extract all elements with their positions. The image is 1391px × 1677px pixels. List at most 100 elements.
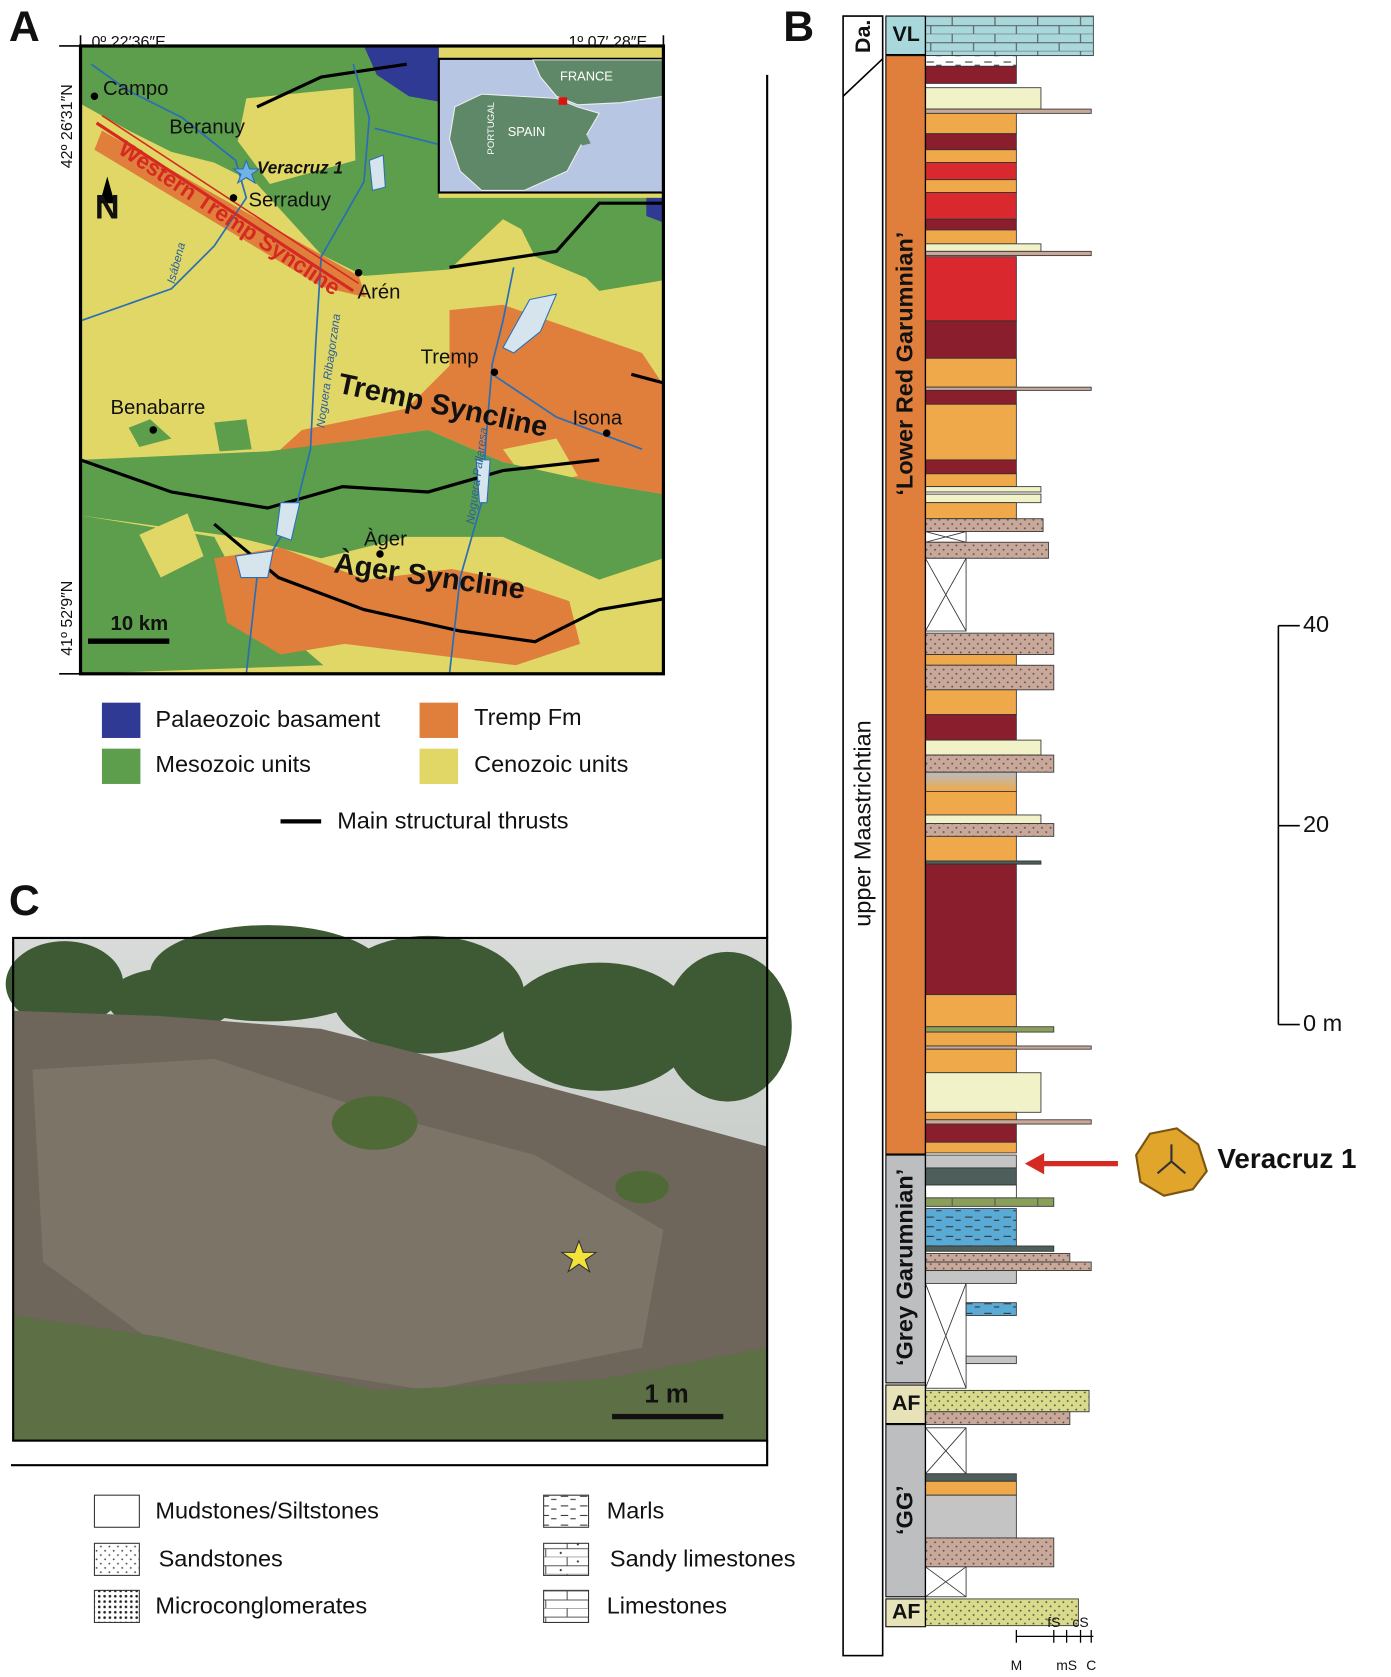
shape (420, 749, 459, 784)
layer (925, 1073, 1041, 1113)
layer (925, 1185, 1016, 1198)
layer (925, 163, 1016, 180)
layer (925, 503, 1016, 519)
scale-label: 0 m (1303, 1010, 1342, 1036)
layer (925, 113, 1016, 133)
shape (230, 194, 237, 201)
shape (1278, 626, 1299, 1025)
layer (925, 230, 1016, 244)
figure: A B C FRANCE (0, 0, 1391, 1677)
layer (925, 244, 1041, 251)
shape (559, 97, 568, 104)
layer (925, 460, 1016, 474)
scale-label: 20 (1303, 811, 1329, 837)
layer (925, 134, 1016, 150)
layer (925, 494, 1041, 503)
age-label: upper Maastrichtian (850, 720, 876, 927)
layer (925, 714, 1016, 740)
layer (925, 1049, 1016, 1073)
stratigraphic-column: Da. upper Maastrichtian VL ‘Lower Red Ga… (843, 16, 1356, 1673)
shape (420, 703, 459, 738)
layer (925, 1032, 1016, 1046)
scale-label: 10 km (111, 613, 169, 635)
map-legend: Palaeozoic basament Tremp Fm Mesozoic un… (102, 703, 628, 834)
shape (886, 56, 926, 1154)
legend-label: Sandy limestones (610, 1546, 796, 1572)
shape (355, 269, 362, 276)
unit-label: VL (893, 22, 920, 46)
panel-label: C (9, 877, 40, 925)
shape (94, 1495, 139, 1527)
place-label: Tremp (421, 347, 479, 369)
layer (925, 665, 1053, 690)
shape (94, 1590, 139, 1622)
lithology-column (925, 16, 1093, 1626)
layer (925, 1495, 1016, 1538)
layer (925, 1481, 1016, 1495)
grain-label: cS (1072, 1614, 1088, 1630)
layer (925, 358, 1016, 387)
shape (1016, 1630, 1093, 1643)
shape (603, 429, 610, 436)
layer (925, 1271, 1016, 1284)
place-label: Beranuy (169, 117, 245, 139)
layer (925, 474, 1016, 487)
place-label: Isona (573, 408, 623, 430)
layer (966, 1303, 1016, 1316)
coordinate: 0º 22′36″E (92, 33, 166, 51)
layer (925, 815, 1041, 824)
layer (925, 772, 1016, 791)
layer (925, 1027, 1053, 1032)
layer (925, 1124, 1016, 1142)
shape (544, 1495, 589, 1527)
legend-label: Limestones (607, 1593, 727, 1619)
grain-label: M (1011, 1657, 1023, 1673)
layer (925, 1112, 1016, 1119)
shape (214, 419, 251, 451)
map: FRANCE SPAIN PORTUGAL N 10 km 0º 22′36″E… (58, 33, 663, 674)
unit-label: ‘Lower Red Garumnian’ (891, 232, 917, 496)
fossil-label: Veracruz 1 (1217, 1143, 1356, 1174)
inset-label: FRANCE (560, 68, 613, 83)
legend-label: Tremp Fm (474, 704, 582, 730)
legend-label: Sandstones (159, 1546, 283, 1572)
inset-label: PORTUGAL (486, 101, 497, 154)
shape (102, 703, 141, 738)
layer (925, 1390, 1089, 1411)
coordinate: 41º 52′9″N (58, 581, 76, 656)
layer (925, 1198, 1053, 1207)
layer (925, 655, 1016, 666)
layer (925, 1474, 1016, 1481)
grain-label: mS (1056, 1657, 1077, 1673)
layer (925, 150, 1016, 163)
layer (925, 390, 1016, 404)
shape (236, 551, 273, 578)
layer (925, 755, 1053, 772)
layer (925, 1246, 1053, 1251)
layer (925, 487, 1041, 492)
layer (925, 109, 1091, 113)
shape (91, 93, 98, 100)
layer (925, 791, 1016, 815)
shape (663, 952, 791, 1102)
shape (102, 749, 141, 784)
north-label: N (95, 189, 120, 227)
shape (491, 368, 498, 375)
layer (925, 251, 1091, 255)
shape (369, 155, 385, 190)
layer (966, 1356, 1016, 1363)
shape (612, 1414, 723, 1419)
layer (925, 1262, 1091, 1271)
photo: 1 m (6, 925, 792, 1441)
legend-label: Mudstones/Siltstones (155, 1498, 379, 1524)
layer (925, 740, 1041, 755)
coordinate: 42º 26′31″N (58, 84, 76, 168)
unit-label: AF (892, 1391, 921, 1415)
layer (925, 16, 1093, 56)
layer (925, 321, 1016, 358)
layer (925, 995, 1016, 1027)
legend-label: Palaeozoic basament (155, 706, 380, 732)
legend-label: Main structural thrusts (337, 808, 568, 834)
layer (925, 824, 1053, 837)
photo-scale: 1 m (645, 1380, 689, 1408)
